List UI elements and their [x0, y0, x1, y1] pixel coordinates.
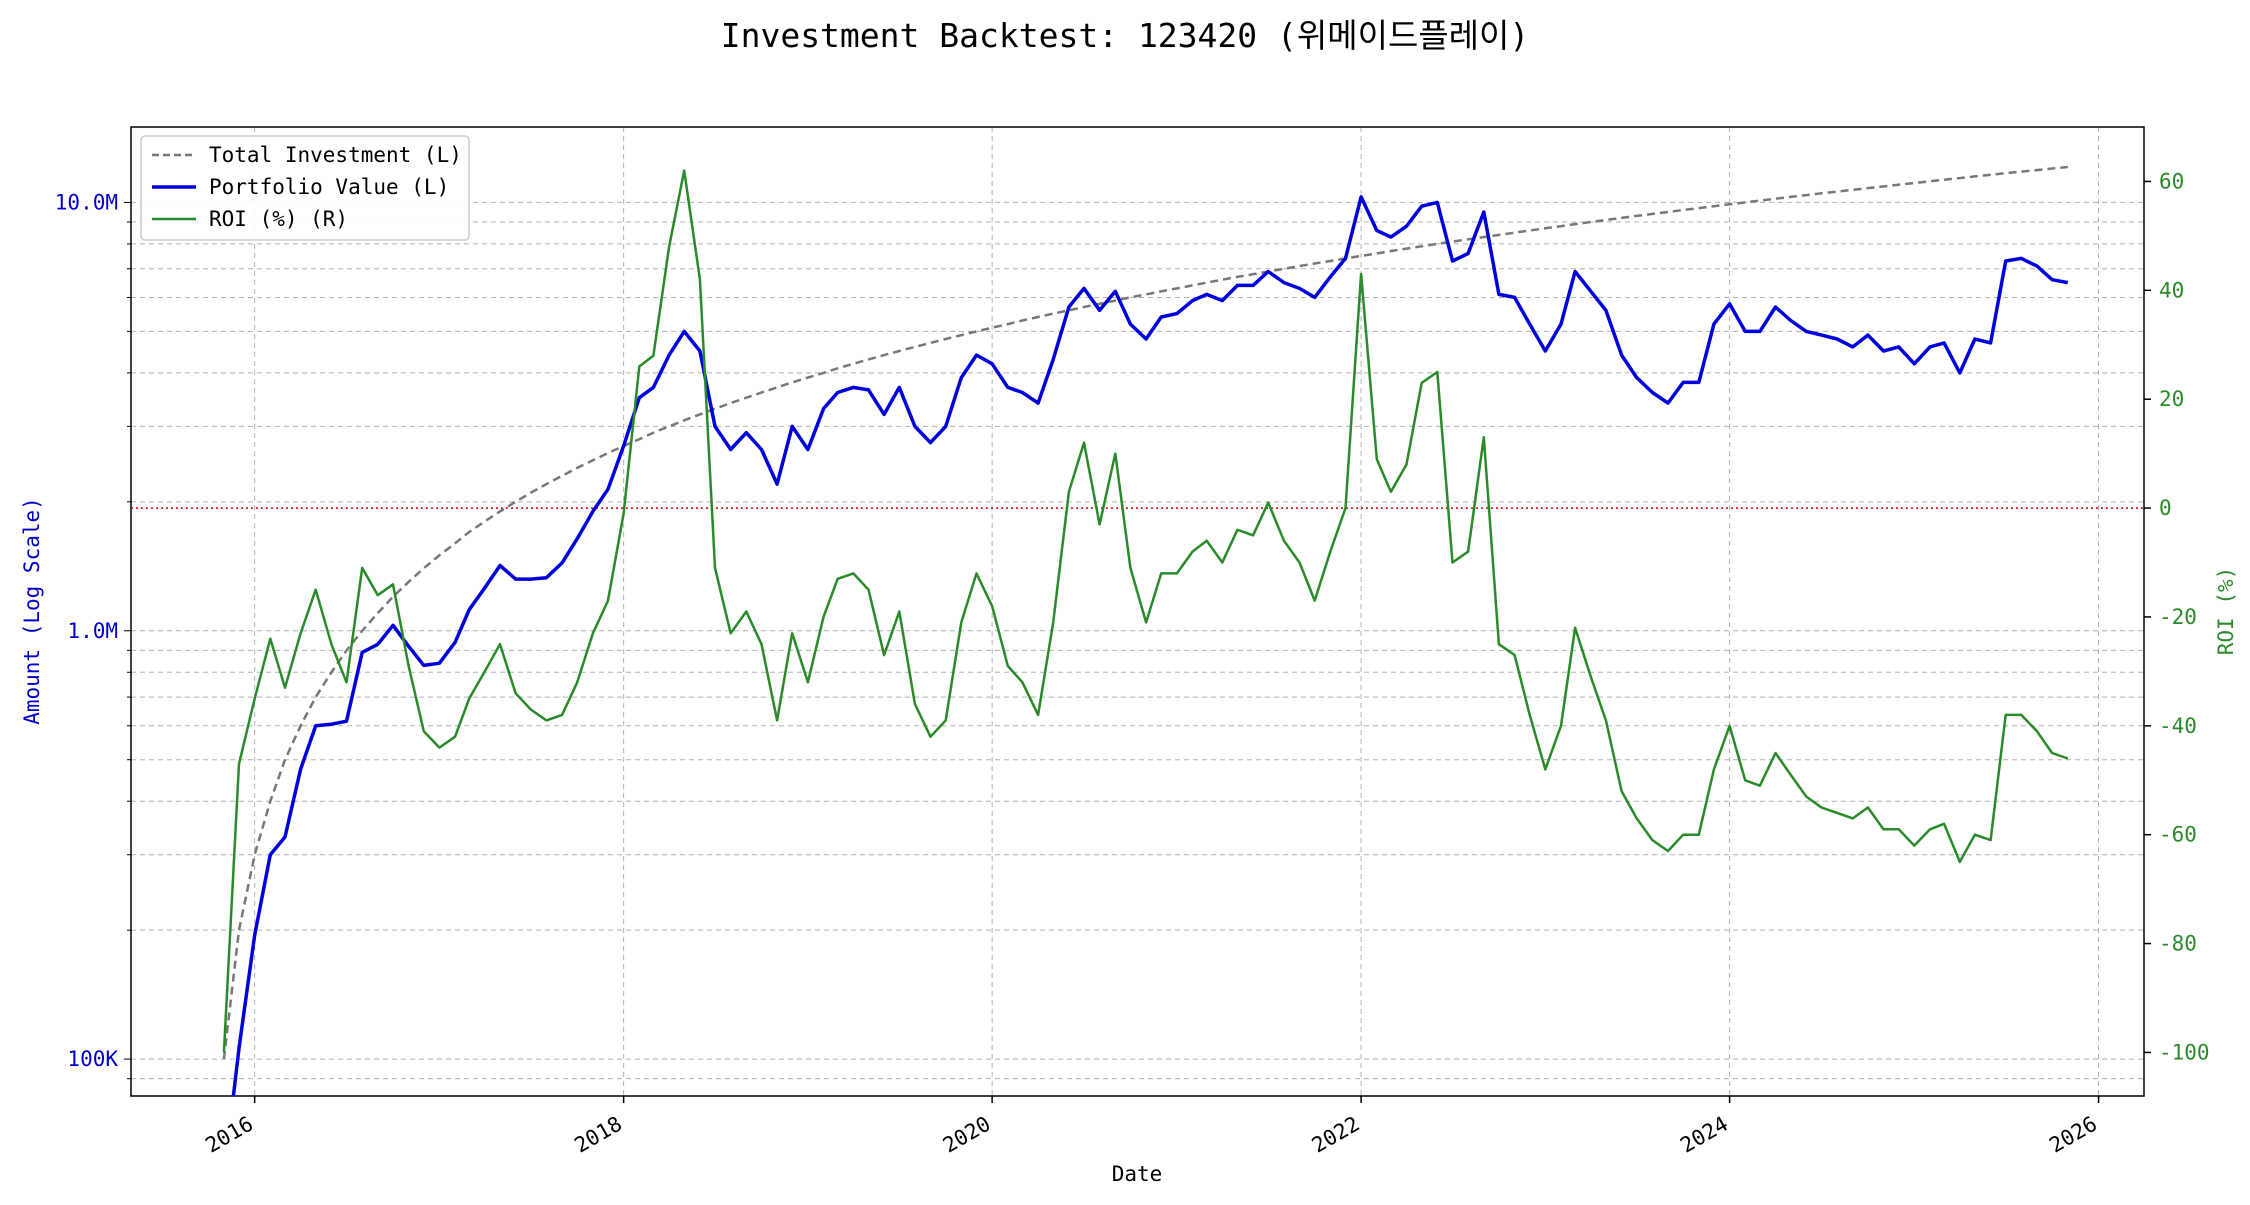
x-tick-label: 2016: [201, 1112, 257, 1158]
x-axis-label: Date: [1112, 1162, 1163, 1186]
right-tick-label: -40: [2159, 714, 2197, 738]
series-layer: [131, 165, 2144, 1096]
x-tick-label: 2022: [1308, 1112, 1364, 1158]
right-tick-label: -60: [2159, 823, 2197, 847]
x-tick-label: 2024: [1676, 1112, 1732, 1158]
right-tick-label: -20: [2159, 605, 2197, 629]
x-tick-label: 2026: [2045, 1112, 2101, 1158]
left-tick-label: 1.0M: [67, 619, 118, 643]
legend: Total Investment (L) Portfolio Value (L)…: [140, 135, 470, 241]
right-tick-label: -80: [2159, 932, 2197, 956]
right-tick-label: -100: [2159, 1040, 2210, 1064]
right-axis-label: ROI (%): [2214, 567, 2238, 656]
plot-frame: [130, 126, 2145, 1097]
series-portfolio-value: [231, 195, 2069, 1096]
legend-box: [140, 135, 470, 241]
left-axis-label: Amount (Log Scale): [20, 497, 44, 725]
left-tick-label: 10.0M: [55, 190, 118, 214]
x-tick-label: 2020: [939, 1112, 995, 1158]
right-tick-label: 20: [2159, 387, 2184, 411]
legend-label-roi: ROI (%) (R): [209, 207, 348, 231]
chart-title: Investment Backtest: 123420 (위메이드플레이): [721, 16, 1530, 55]
legend-label-total-investment: Total Investment (L): [209, 143, 462, 167]
series-total-investment: [222, 165, 2068, 1060]
x-tick-label: 2018: [570, 1112, 626, 1158]
right-tick-label: 60: [2159, 169, 2184, 193]
right-tick-label: 0: [2159, 496, 2172, 520]
right-tick-label: 40: [2159, 278, 2184, 302]
series-roi: [222, 169, 2069, 1053]
grid-layer: [131, 127, 2144, 1096]
legend-label-portfolio-value: Portfolio Value (L): [209, 175, 449, 199]
axes-layer: 2016 2018 2020 2022 2024 2026 100K 1.0M 10.0M -10…: [55, 169, 2210, 1157]
left-tick-label: 100K: [67, 1047, 118, 1071]
